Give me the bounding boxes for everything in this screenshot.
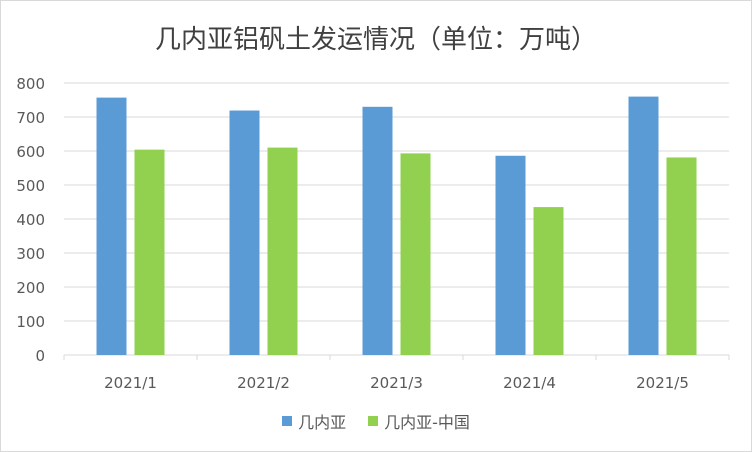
x-tick-label: 2021/4: [503, 374, 556, 392]
bar-series-2: [400, 153, 431, 355]
bar-series-2: [666, 157, 697, 355]
y-tick-label: 700: [16, 109, 45, 127]
chart-title: 几内亚铝矾土发运情况（单位：万吨）: [154, 25, 597, 55]
x-tick-label: 2021/2: [237, 374, 290, 392]
y-tick-label: 400: [16, 211, 45, 229]
y-tick-label: 500: [16, 177, 45, 195]
legend-label-series-2: 几内亚-中国: [384, 413, 470, 432]
y-tick-label: 100: [16, 313, 45, 331]
x-tick-label: 2021/5: [636, 374, 689, 392]
legend-item-series-1: 几内亚: [282, 409, 346, 433]
x-tick-label: 2021/1: [104, 374, 157, 392]
legend-swatch-series-2: [368, 416, 379, 426]
legend: 几内亚 几内亚-中国: [1, 409, 751, 433]
bar-series-1: [628, 96, 659, 355]
y-tick-label: 200: [16, 279, 45, 297]
bar-series-1: [362, 106, 393, 355]
legend-label-series-1: 几内亚: [298, 413, 347, 432]
x-tick-label: 2021/3: [370, 374, 423, 392]
bar-series-1: [96, 97, 127, 356]
y-tick-label: 300: [16, 245, 45, 263]
y-tick-label: 600: [16, 143, 45, 161]
bar-series-1: [229, 110, 260, 355]
legend-item-series-2: 几内亚-中国: [368, 409, 470, 433]
y-tick-label: 800: [16, 75, 45, 93]
bar-series-2: [267, 147, 298, 355]
legend-swatch-series-1: [282, 416, 293, 426]
bar-series-1: [495, 155, 526, 355]
bar-series-2: [533, 207, 564, 355]
bar-series-2: [134, 149, 165, 355]
y-tick-label: 0: [35, 347, 45, 365]
